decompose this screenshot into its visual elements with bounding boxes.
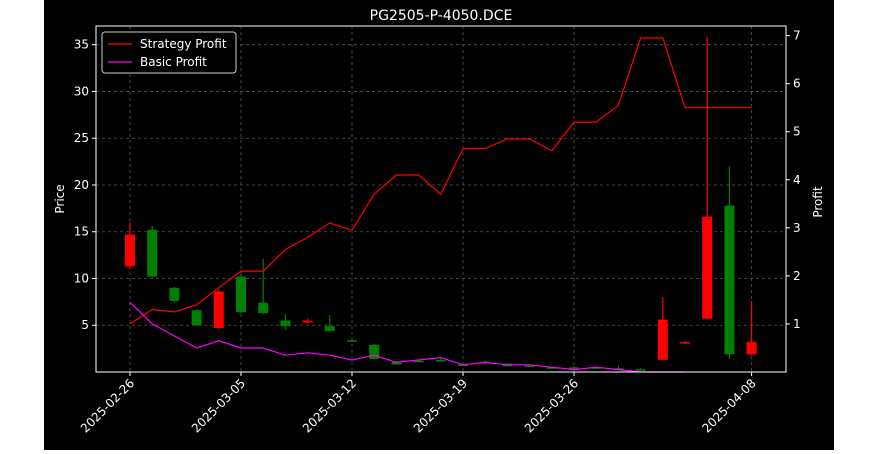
candle-body [591, 367, 602, 369]
plot-frame [95, 25, 787, 373]
legend-box [101, 31, 237, 74]
candle-body [302, 320, 313, 323]
y-axis-left-label: Price [53, 184, 67, 213]
candle-body [324, 326, 335, 331]
basic-profit-line [129, 301, 685, 373]
chart-right-panel [834, 0, 878, 450]
y-tick-label-left: 15 [74, 225, 89, 239]
candle-body [702, 216, 713, 319]
candle-body [347, 340, 357, 342]
y-axis-right-label: Profit [811, 186, 825, 218]
y-tick-label-right: 4 [793, 173, 801, 187]
candle-layer [125, 37, 757, 371]
legend-basic-label: Basic Profit [140, 55, 207, 69]
candle-body [546, 367, 557, 369]
candle-body [169, 287, 180, 301]
candle-body [191, 310, 202, 326]
y-tick-label-left: 35 [74, 38, 89, 52]
strategy-profit-line [129, 37, 752, 325]
candle-body [391, 361, 402, 365]
legend: Strategy Profit Basic Profit [101, 31, 237, 74]
candle-body [369, 344, 380, 359]
legend-strategy-label: Strategy Profit [140, 37, 227, 51]
candle-body [236, 276, 246, 313]
y-tick-label-right: 6 [793, 77, 801, 91]
y-tick-label-left: 25 [74, 131, 89, 145]
candle-body [569, 367, 579, 369]
candle-body [724, 205, 735, 355]
y-tick-label-right: 3 [793, 221, 801, 235]
candle-body [280, 320, 291, 327]
y-tick-label-left: 10 [74, 271, 89, 285]
candle-body [258, 302, 269, 314]
y-tick-label-left: 30 [74, 84, 89, 98]
candle-body [746, 342, 757, 355]
candle-body [147, 229, 158, 277]
y-tick-label-right: 7 [793, 29, 801, 43]
y-tick-label-right: 1 [793, 317, 801, 331]
candle-body [657, 319, 668, 360]
line-layer [129, 37, 752, 373]
candle-body [524, 365, 535, 367]
y-tick-label-right: 5 [793, 125, 801, 139]
y-tick-label-left: 5 [81, 318, 89, 332]
chart-title: PG2505-P-4050.DCE [370, 8, 513, 24]
y-tick-label-right: 2 [793, 269, 801, 283]
y-tick-label-left: 20 [74, 178, 89, 192]
candle-body [125, 234, 135, 267]
candle-body [213, 291, 224, 329]
candle-body [635, 369, 646, 371]
candle-body [680, 342, 690, 344]
grid-layer [96, 26, 786, 372]
candle-body [413, 360, 424, 363]
chart-left-panel [0, 0, 44, 450]
candle-body [435, 359, 446, 362]
